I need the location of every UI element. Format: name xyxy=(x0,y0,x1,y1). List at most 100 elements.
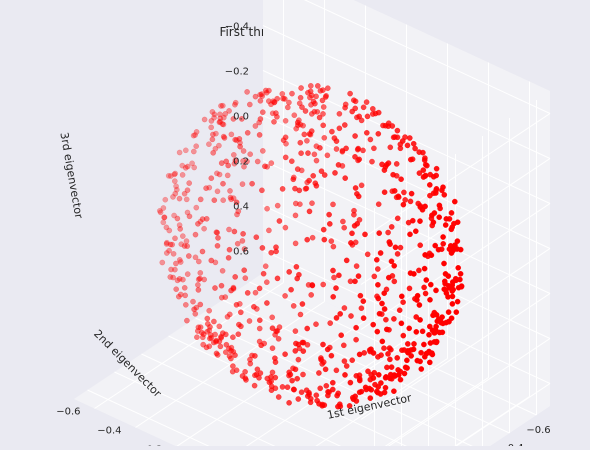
data-point xyxy=(209,136,216,143)
data-point xyxy=(211,318,217,325)
data-point xyxy=(214,188,221,195)
data-point xyxy=(190,298,196,305)
data-point xyxy=(249,180,255,187)
data-point xyxy=(349,108,356,115)
data-point xyxy=(412,228,419,235)
data-point xyxy=(307,88,314,95)
data-point xyxy=(410,346,417,353)
data-point xyxy=(360,298,367,305)
data-point xyxy=(232,99,239,106)
data-point xyxy=(433,165,440,172)
data-point xyxy=(394,134,401,141)
data-point xyxy=(291,112,298,119)
data-point xyxy=(207,324,213,330)
data-point xyxy=(172,235,178,242)
data-point xyxy=(422,252,428,258)
data-point xyxy=(340,218,346,225)
data-point xyxy=(391,278,398,285)
data-point xyxy=(225,162,232,169)
data-point xyxy=(266,227,272,234)
data-point xyxy=(220,197,227,204)
data-point xyxy=(318,168,325,175)
data-point xyxy=(420,167,427,173)
data-point xyxy=(358,305,365,312)
grid-line xyxy=(448,396,530,450)
data-point xyxy=(395,367,401,373)
data-point xyxy=(347,90,353,97)
data-point xyxy=(272,374,279,381)
data-point xyxy=(252,93,259,100)
data-point xyxy=(219,102,226,109)
data-point xyxy=(226,353,233,359)
data-point xyxy=(254,158,261,165)
data-point xyxy=(233,199,240,206)
data-point xyxy=(336,110,343,117)
data-point xyxy=(353,336,359,343)
data-point xyxy=(333,367,340,374)
data-point xyxy=(232,352,238,359)
data-point xyxy=(449,301,456,307)
data-point xyxy=(404,357,410,364)
data-point xyxy=(192,231,199,238)
data-point xyxy=(410,140,417,147)
data-point xyxy=(431,339,438,345)
data-point xyxy=(385,229,391,236)
data-point xyxy=(274,113,280,120)
data-point xyxy=(203,185,209,192)
data-point xyxy=(234,211,240,218)
data-point xyxy=(426,182,433,188)
data-point xyxy=(305,150,311,156)
data-point xyxy=(210,131,216,138)
data-point xyxy=(353,263,360,269)
data-point xyxy=(418,349,424,356)
data-point xyxy=(256,325,263,332)
data-point xyxy=(232,101,238,108)
data-point xyxy=(218,103,224,109)
data-point xyxy=(256,374,262,381)
data-point xyxy=(220,133,227,140)
data-point xyxy=(275,394,282,400)
data-point xyxy=(246,318,253,324)
grid-line xyxy=(360,293,551,420)
data-point xyxy=(327,320,334,326)
data-point xyxy=(292,212,299,219)
data-point xyxy=(264,300,270,306)
data-point xyxy=(239,238,246,244)
data-point xyxy=(282,351,288,358)
data-point xyxy=(441,260,447,267)
data-point xyxy=(321,402,328,408)
data-point xyxy=(294,166,301,172)
data-point xyxy=(350,97,357,104)
data-point xyxy=(181,243,188,249)
data-point xyxy=(440,234,446,240)
data-point xyxy=(309,282,316,289)
data-point xyxy=(217,343,224,350)
data-point xyxy=(258,91,265,97)
data-point xyxy=(259,245,266,251)
data-point xyxy=(366,385,373,392)
data-point xyxy=(349,357,356,364)
z-tick-label: 0.6 xyxy=(233,247,249,258)
data-point xyxy=(206,141,212,148)
data-point xyxy=(376,230,383,236)
data-point xyxy=(161,214,168,221)
data-point xyxy=(175,293,182,300)
data-point xyxy=(374,389,381,396)
data-point xyxy=(388,364,395,370)
data-point xyxy=(169,241,176,248)
data-point xyxy=(297,94,304,101)
data-point xyxy=(176,222,183,228)
data-point xyxy=(234,240,241,247)
data-point xyxy=(352,278,358,285)
data-point xyxy=(294,375,301,382)
grid-line xyxy=(135,301,325,428)
data-point xyxy=(184,243,191,249)
data-point xyxy=(269,325,276,332)
data-point xyxy=(406,285,413,292)
data-point xyxy=(257,370,264,376)
data-point xyxy=(356,156,363,163)
data-point xyxy=(440,320,446,327)
data-point xyxy=(362,231,368,238)
data-point xyxy=(348,240,354,246)
data-point xyxy=(336,125,343,132)
